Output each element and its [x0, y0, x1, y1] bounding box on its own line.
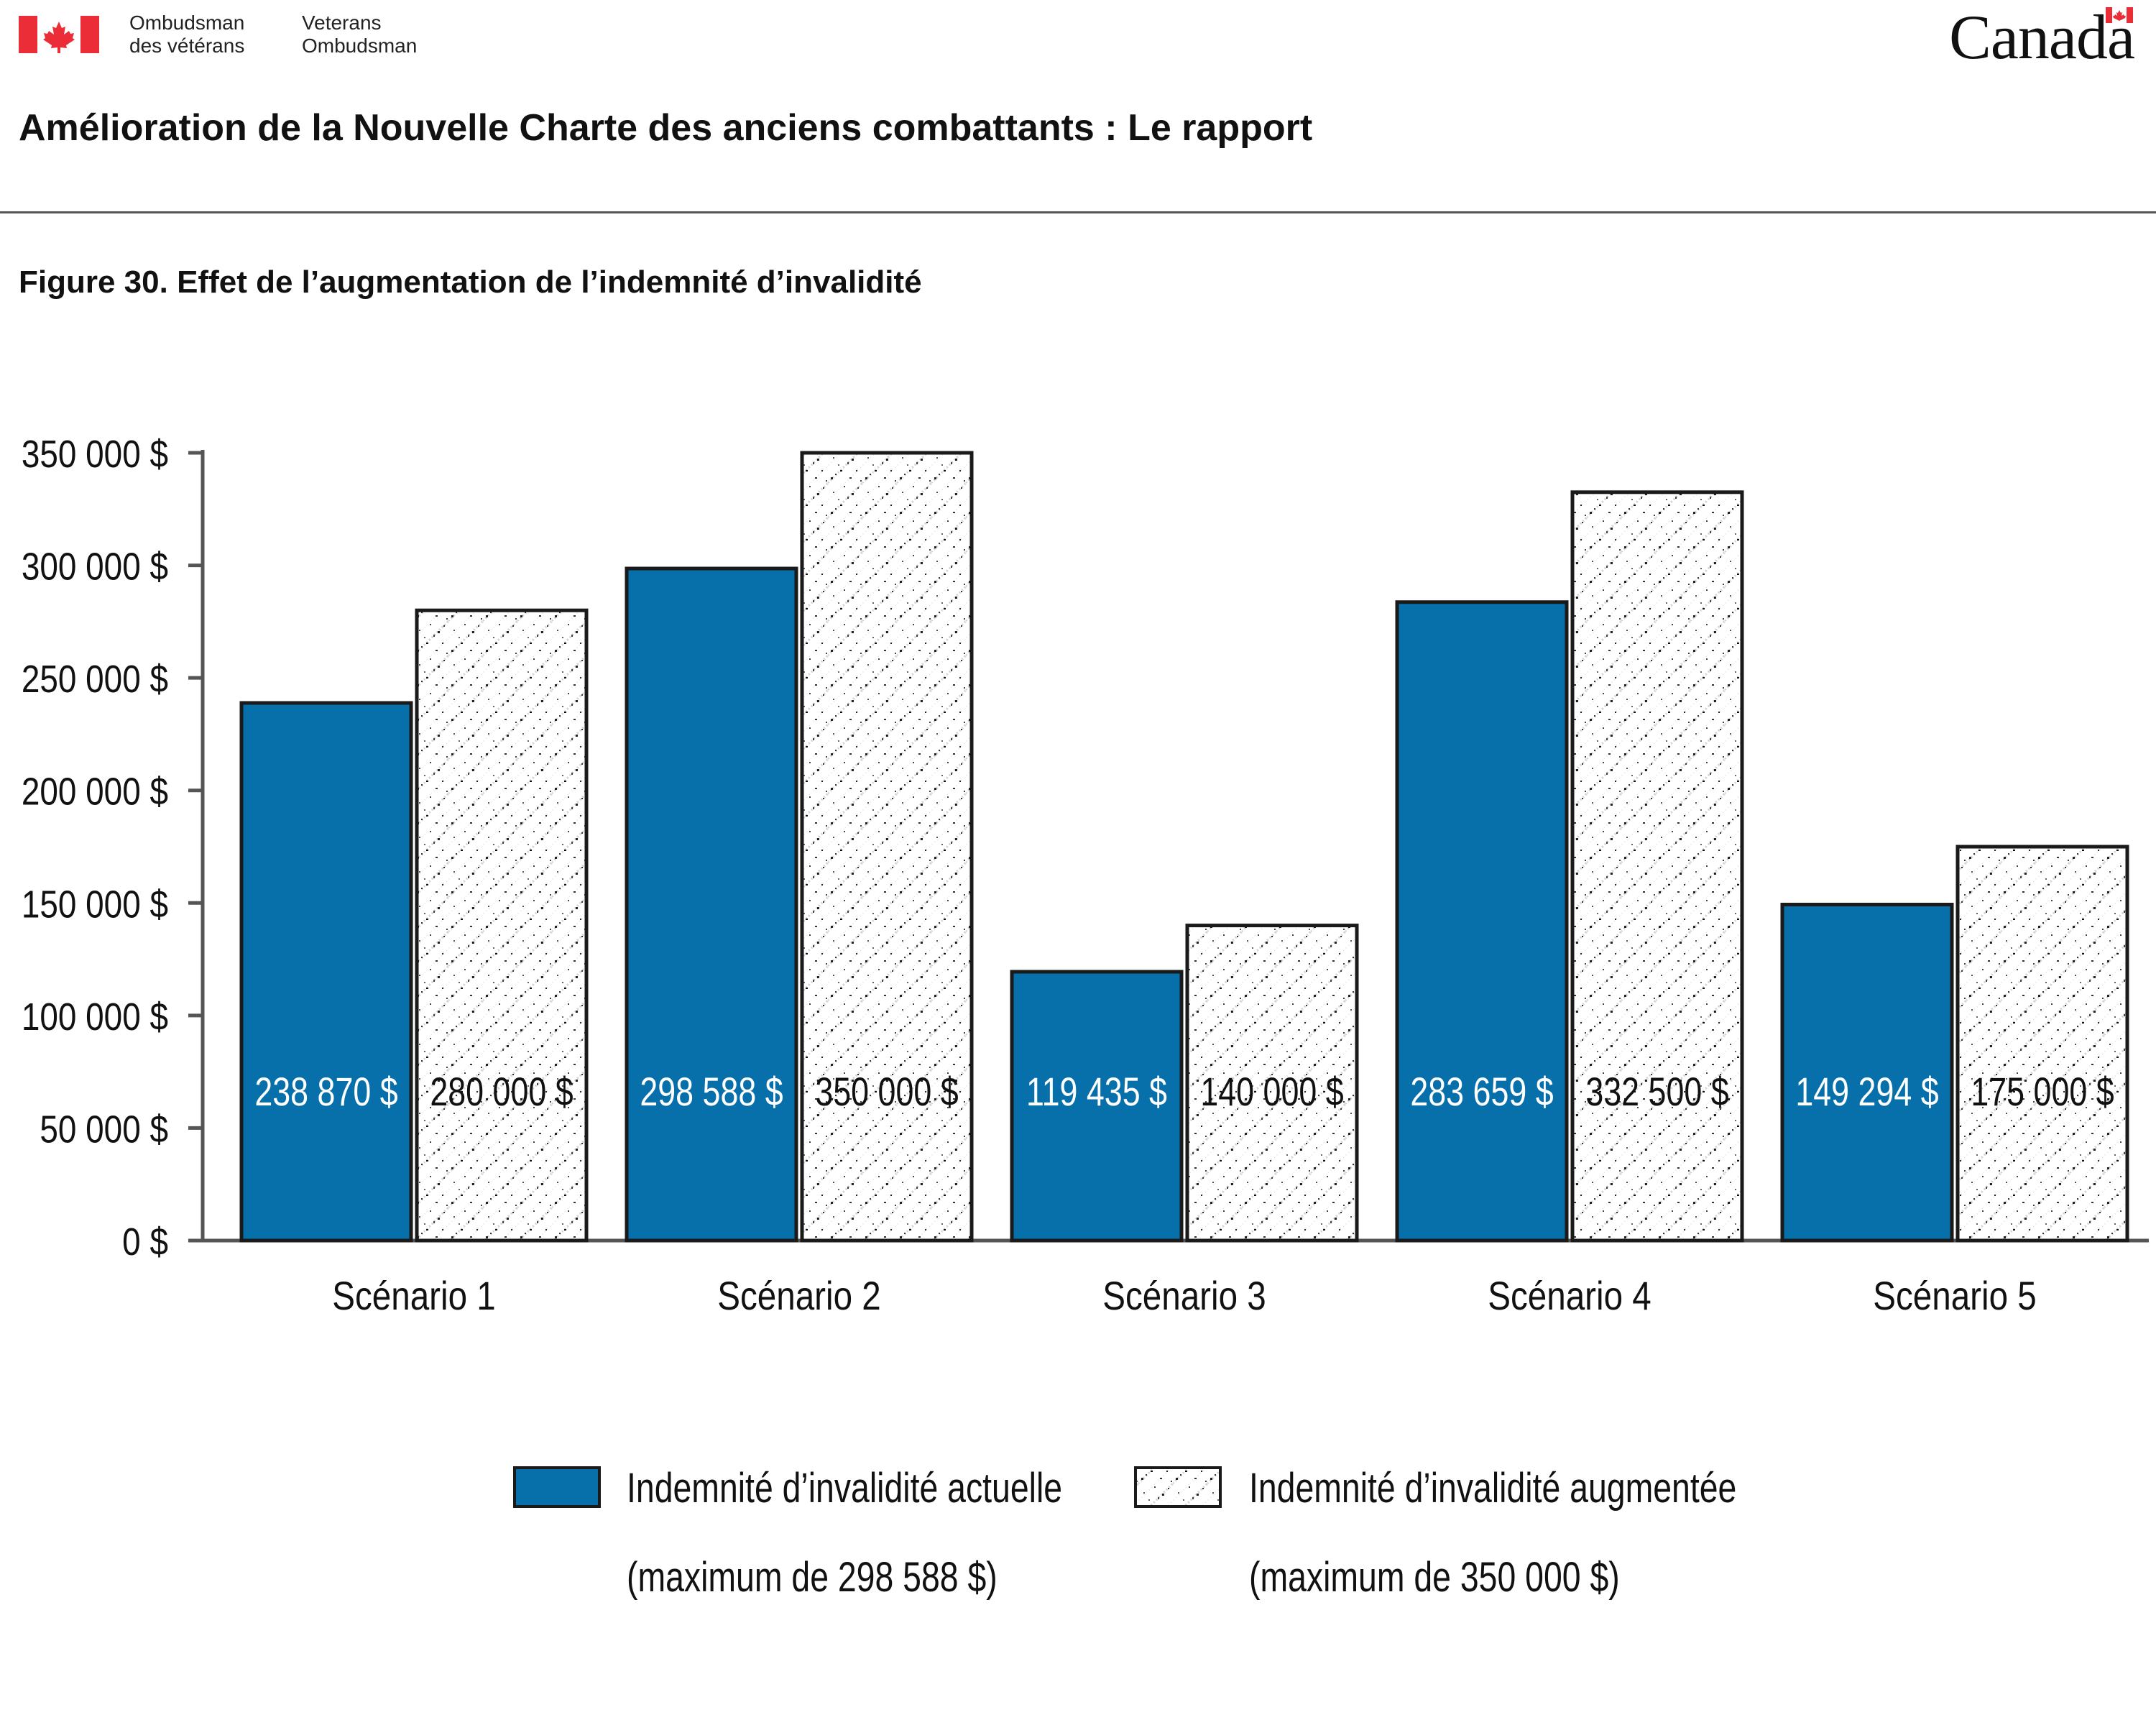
bar-value-label: 283 659 $	[1410, 1069, 1553, 1114]
y-tick-label: 100 000 $	[22, 995, 168, 1038]
bar-current	[1010, 970, 1184, 1243]
legend: Indemnité d’invalidité actuelle (maximum …	[513, 1465, 1736, 1601]
y-tick-label: 50 000 $	[40, 1108, 168, 1151]
bar-value-labels: 238 870 $ 280 000 $ 298 588 $ 350 000 $ 119 …	[254, 1069, 2114, 1114]
org-name-french-line2: des vétérans	[129, 34, 245, 57]
bar-increased	[1955, 845, 2129, 1243]
bar-value-label: 332 500 $	[1585, 1069, 1728, 1114]
page-header: Ombudsman des vétérans Veterans Ombudsma…	[0, 0, 2156, 216]
legend-label: Indemnité d’invalidité actuelle	[627, 1465, 1062, 1512]
x-tick-label: Scénario 2	[717, 1274, 881, 1318]
x-axis-labels: Scénario 1 Scénario 2 Scénario 3 Scénario 4…	[332, 1274, 2037, 1318]
bar-increased	[415, 608, 589, 1243]
x-tick-label: Scénario 5	[1873, 1274, 2037, 1318]
org-name-french-line1: Ombudsman	[129, 12, 245, 34]
bar-value-label: 140 000 $	[1200, 1069, 1343, 1114]
legend-label: Indemnité d’invalidité augmentée	[1249, 1465, 1736, 1512]
y-tick-label: 0 $	[122, 1220, 168, 1264]
bars	[239, 451, 2129, 1243]
bar-increased	[1185, 924, 1359, 1243]
y-tick-label: 150 000 $	[22, 883, 168, 926]
bar-value-label: 149 294 $	[1795, 1069, 1938, 1114]
canada-wordmark: Canada	[1949, 3, 2135, 73]
header-divider	[0, 211, 2156, 213]
bar-value-label: 298 588 $	[640, 1069, 783, 1114]
org-name-english-line2: Ombudsman	[302, 34, 418, 57]
x-tick-label: Scénario 4	[1488, 1274, 1651, 1318]
bar-value-label: 350 000 $	[815, 1069, 958, 1114]
figure-title: Figure 30. Effet de l’augmentation de l’…	[19, 264, 922, 300]
bar-value-label: 119 435 $	[1026, 1069, 1167, 1114]
legend-swatch-current	[513, 1466, 601, 1508]
bar-current	[1395, 600, 1569, 1243]
org-name-english: Veterans Ombudsman	[302, 12, 417, 58]
legend-swatch-increased	[1134, 1466, 1222, 1508]
y-tick-label: 250 000 $	[22, 658, 168, 701]
legend-sublabel: (maximum de 350 000 $)	[1249, 1554, 1620, 1601]
x-tick-label: Scénario 3	[1102, 1274, 1266, 1318]
bar-current	[239, 701, 413, 1243]
bar-current	[625, 566, 798, 1243]
canada-flag-icon	[19, 16, 99, 53]
report-title: Amélioration de la Nouvelle Charte des a…	[19, 107, 1313, 149]
bar-value-label: 175 000 $	[1971, 1069, 2114, 1114]
y-tick-label: 200 000 $	[22, 770, 168, 813]
bar-value-label: 238 870 $	[254, 1069, 397, 1114]
bar-value-label: 280 000 $	[430, 1069, 573, 1114]
org-name-english-line1: Veterans	[302, 12, 382, 34]
legend-sublabel: (maximum de 298 588 $)	[627, 1554, 998, 1601]
x-tick-label: Scénario 1	[332, 1274, 496, 1318]
canada-wordmark-flag-icon	[2106, 7, 2133, 23]
org-name-french: Ombudsman des vétérans	[129, 12, 244, 58]
y-tick-label: 300 000 $	[22, 545, 168, 588]
bar-increased	[1570, 490, 1744, 1243]
bar-increased	[800, 451, 974, 1243]
bar-current	[1780, 902, 1954, 1243]
y-tick-label: 350 000 $	[22, 433, 168, 476]
